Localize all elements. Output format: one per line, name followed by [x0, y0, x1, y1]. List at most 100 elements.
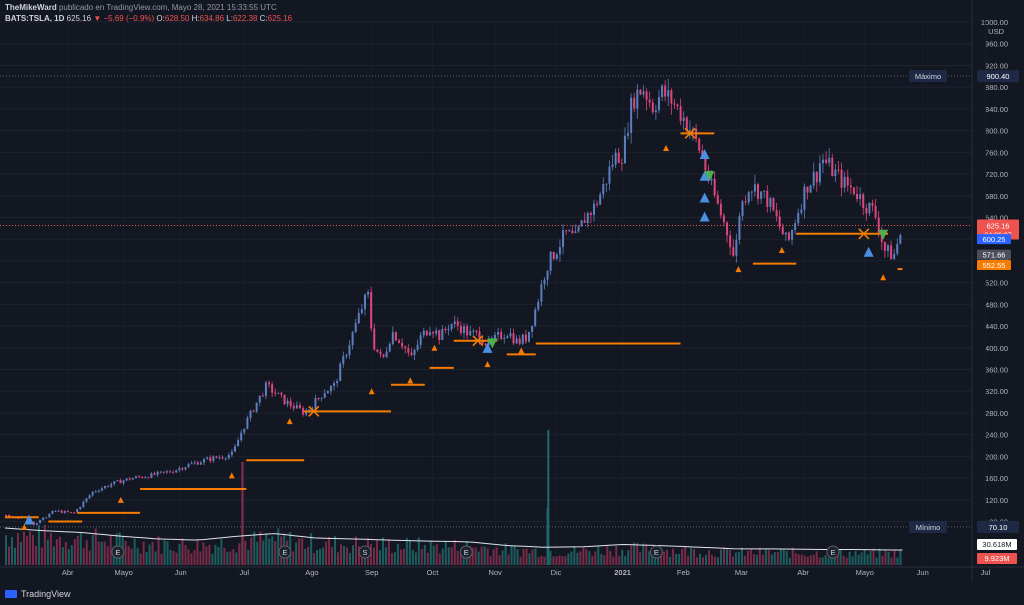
volume-bar: [298, 538, 301, 565]
candle: [676, 104, 679, 107]
symbol-label[interactable]: BATS:TSLA, 1D: [5, 14, 65, 23]
candle: [141, 476, 144, 478]
volume-bar: [322, 547, 325, 565]
volume-bar: [570, 551, 573, 565]
volume-bar: [64, 541, 67, 565]
publish-info: publicado en TradingView.com, Mayo 28, 2…: [58, 3, 277, 12]
volume-bar: [22, 531, 25, 565]
volume-bar: [349, 552, 352, 565]
volume-bar: [860, 552, 863, 565]
volume-bar: [334, 535, 337, 565]
volume-bar: [531, 549, 534, 565]
candle: [837, 169, 840, 171]
candle: [466, 326, 469, 336]
y-tick-label: 640.00: [985, 213, 1008, 222]
candle: [206, 457, 209, 460]
volume-bar: [343, 546, 346, 565]
cross-marker: [858, 228, 870, 240]
candle: [314, 398, 317, 409]
volume-bar: [79, 531, 82, 565]
volume-bar: [579, 551, 582, 565]
candle: [459, 325, 462, 333]
volume-bar: [507, 554, 510, 565]
volume-bar: [851, 556, 854, 565]
candle: [51, 510, 54, 514]
volume-bar: [878, 548, 881, 565]
volume-bar: [537, 557, 540, 565]
volume-bar: [378, 550, 381, 565]
candle: [261, 395, 264, 397]
candle: [574, 231, 577, 234]
close-value: 625.16: [267, 14, 293, 23]
volume-bar: [896, 557, 899, 565]
candle: [636, 89, 639, 109]
candle: [113, 481, 116, 485]
volume-bar: [10, 536, 13, 565]
candle: [763, 190, 766, 192]
candle: [472, 330, 475, 332]
price-badge-label: 900.40: [987, 72, 1010, 81]
candle: [886, 245, 889, 251]
volume-bar: [43, 524, 46, 565]
candle: [732, 247, 735, 256]
volume-bar: [301, 538, 304, 565]
candle: [100, 488, 103, 491]
volume-bar: [797, 554, 800, 565]
x-tick-label: Oct: [427, 568, 440, 577]
volume-bar: [331, 546, 334, 565]
candle: [828, 157, 831, 163]
volume-bar: [693, 549, 696, 565]
candle: [39, 519, 42, 524]
candle: [165, 471, 168, 473]
candle: [122, 480, 125, 484]
candle: [537, 301, 540, 310]
volume-bar: [5, 535, 7, 565]
candle: [336, 380, 339, 384]
candle: [791, 229, 794, 240]
candle: [617, 152, 620, 163]
volume-bar: [238, 543, 241, 565]
volume-bar: [274, 541, 277, 565]
candle: [503, 338, 506, 340]
volume-bar: [516, 549, 519, 565]
candle: [701, 150, 704, 157]
x-tick-label: Jul: [981, 568, 991, 577]
candle: [240, 432, 243, 441]
candle: [138, 476, 141, 478]
candle: [568, 230, 571, 232]
candle: [726, 222, 729, 236]
candle: [753, 184, 756, 192]
author-name[interactable]: TheMikeWard: [5, 3, 57, 12]
candle: [230, 451, 233, 455]
candle: [599, 194, 602, 205]
candle: [874, 205, 877, 218]
volume-bar: [749, 549, 752, 565]
candle: [596, 203, 599, 205]
candle: [196, 462, 199, 465]
volume-bar: [402, 548, 405, 565]
candle: [221, 457, 224, 459]
level-tag: [909, 70, 947, 83]
volume-bar: [866, 554, 869, 565]
candle: [373, 328, 376, 350]
volume-bar: [103, 541, 106, 565]
candle: [642, 91, 645, 95]
tradingview-branding[interactable]: TradingView: [5, 589, 71, 599]
candle: [398, 340, 401, 343]
candle: [518, 338, 521, 344]
candle: [339, 363, 342, 381]
candle: [475, 330, 478, 332]
event-marker-label: S: [362, 548, 367, 557]
volume-bar: [223, 547, 226, 565]
volume-bar: [791, 547, 794, 565]
volume-bar: [295, 542, 298, 565]
candle: [203, 459, 206, 463]
orange-up-marker: [663, 144, 670, 151]
volume-bar: [438, 553, 441, 565]
candle: [159, 471, 162, 473]
volume-bar: [504, 543, 507, 565]
volume-bar: [25, 536, 28, 565]
candle: [586, 212, 589, 223]
volume-bar: [262, 540, 265, 565]
